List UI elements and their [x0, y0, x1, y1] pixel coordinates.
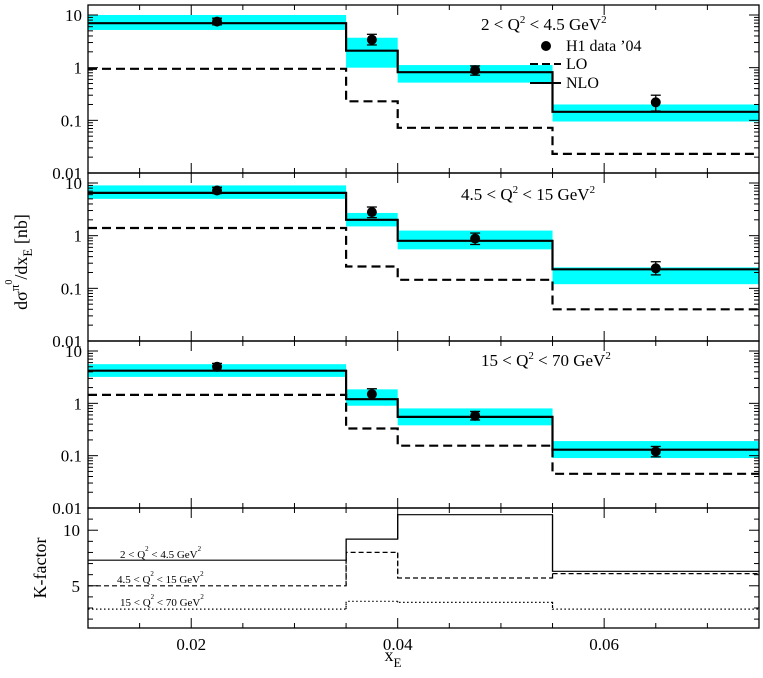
- panel-2-nlo-line: [88, 191, 759, 271]
- kfactor-label-1: 2 < Q2 < 4.5 GeV2: [120, 545, 202, 561]
- x-tick-label: 0.04: [383, 635, 413, 654]
- panel-3-q2-label: 15 < Q2 < 70 GeV2: [481, 350, 611, 370]
- panel-2-y-tick-label: 1: [74, 227, 83, 246]
- panel-2-data-point: [366, 207, 377, 218]
- x-axis-label: xE: [385, 645, 402, 670]
- x-tick-label: 0.06: [589, 635, 619, 654]
- panel-2-data-point: [212, 185, 223, 196]
- legend-lo-label: LO: [566, 56, 587, 73]
- panel-1-q2-label: 2 < Q2 < 4.5 GeV2: [481, 14, 607, 34]
- panel-1-data-point: [650, 97, 661, 108]
- kfactor-y-tick-label: 5: [72, 577, 81, 596]
- panel-3-y-tick-label: 10: [65, 342, 82, 361]
- panel-1-y-tick-label: 1: [74, 59, 83, 78]
- kfactor-y-tick-label: 10: [63, 521, 80, 540]
- kfactor-solid-line: [88, 514, 759, 572]
- legend-nlo-label: NLO: [566, 75, 599, 92]
- panel-3-data-point: [470, 410, 481, 421]
- kfactor-label-3: 15 < Q2 < 70 GeV2: [120, 593, 204, 609]
- panel-1-y-tick-label: 0.1: [61, 111, 82, 130]
- panel-1-frame: [87, 4, 760, 174]
- panel-2-lo-line: [88, 226, 759, 311]
- kfactor-axis-label: K-factor: [30, 538, 50, 599]
- panel-3-data-point: [366, 389, 377, 400]
- panel-2-data-point: [650, 263, 661, 274]
- panel-1-y-tick-label: 10: [65, 6, 82, 25]
- panel-3-data-point: [650, 446, 661, 457]
- panel-2-q2-label: 4.5 < Q2 < 15 GeV2: [461, 184, 595, 204]
- panel-2-data-point: [470, 233, 481, 244]
- legend: H1 data ’04 LO NLO: [530, 38, 642, 92]
- panel-1-nlo-band: [552, 104, 759, 122]
- kfactor-frame: [87, 507, 760, 629]
- panel-3-y-tick-label: 1: [74, 394, 83, 413]
- panel-3-y-tick-label: 0.01: [52, 499, 82, 518]
- panel-2-y-tick-label: 10: [65, 174, 82, 193]
- legend-data-marker: [541, 41, 551, 51]
- kfactor-label-2: 4.5 < Q2 < 15 GeV2: [117, 570, 204, 586]
- panel-1-y-tick-label: 0.01: [52, 164, 82, 183]
- legend-data-label: H1 data ’04: [566, 38, 642, 55]
- panel-1-data-point: [470, 65, 481, 76]
- panel-3-data-point: [212, 361, 223, 372]
- panel-1-data-point: [212, 16, 223, 27]
- panel-3-nlo-line: [88, 369, 759, 451]
- panel-1-lo-line: [88, 67, 759, 155]
- panel-2-nlo-band: [552, 267, 759, 285]
- panel-3-y-tick-label: 0.1: [61, 447, 82, 466]
- panel-1-nlo-line: [88, 22, 759, 113]
- y-axis-label: dσπ0/dxE [nb]: [4, 214, 35, 310]
- panel-3-lo-line: [88, 393, 759, 475]
- panel-1-data-point: [366, 34, 377, 45]
- panel-2-y-tick-label: 0.01: [52, 332, 82, 351]
- x-tick-label: 0.02: [176, 635, 206, 654]
- panel-2-y-tick-label: 0.1: [61, 279, 82, 298]
